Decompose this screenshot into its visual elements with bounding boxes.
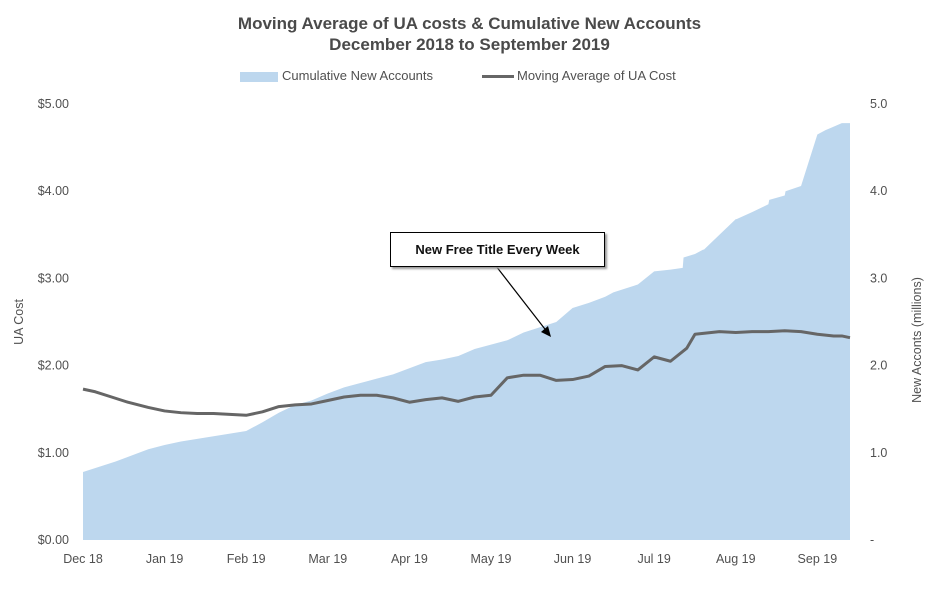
x-tick-label: Sep 19 (798, 552, 838, 566)
y2-tick-label: 3.0 (870, 271, 887, 285)
legend-swatch-ua-cost (482, 75, 514, 79)
line-layer (82, 329, 851, 417)
chart-subtitle: December 2018 to September 2019 (329, 35, 610, 54)
x-tick-label: Aug 19 (716, 552, 756, 566)
annotation-box: New Free Title Every Week (390, 232, 605, 267)
legend-label-ua-cost: Moving Average of UA Cost (517, 68, 676, 83)
x-tick-label: Jun 19 (554, 552, 592, 566)
x-tick-label: Dec 18 (63, 552, 103, 566)
y2-tick-label: 4.0 (870, 184, 887, 198)
y2-axis-title: New Acconts (millions) (910, 277, 924, 403)
y-axis-title: UA Cost (12, 299, 26, 345)
annotation-layer (495, 265, 551, 337)
y2-tick-label: 2.0 (870, 359, 887, 373)
area-layer (83, 123, 850, 541)
series-area-cumulative-accounts (83, 123, 850, 541)
chart-title: Moving Average of UA costs & Cumulative … (237, 14, 702, 33)
x-tick-label: Jan 19 (146, 552, 184, 566)
legend-label-accounts: Cumulative New Accounts (282, 68, 434, 83)
y-tick-label: $0.00 (38, 533, 69, 547)
annotation-arrow-shaft (495, 265, 549, 334)
x-tick-label: Jul 19 (637, 552, 670, 566)
y-tick-label: $3.00 (38, 271, 69, 285)
series-line-ua-cost (82, 329, 851, 417)
y-tick-label: $2.00 (38, 359, 69, 373)
y-tick-label: $1.00 (38, 446, 69, 460)
y-tick-label: $5.00 (38, 97, 69, 111)
y2-tick-label: - (870, 533, 874, 547)
y2-tick-label: 5.0 (870, 97, 887, 111)
tick-layer: $0.00 $1.00 $2.00 $3.00 $4.00 $5.00 - 1.0 2.0 3.0… (38, 97, 888, 566)
x-tick-label: Mar 19 (308, 552, 347, 566)
legend-item-ua-cost: Moving Average of UA Cost (482, 68, 676, 83)
x-tick-label: Feb 19 (227, 552, 266, 566)
x-tick-label: May 19 (470, 552, 511, 566)
legend-item-accounts: Cumulative New Accounts (240, 68, 433, 83)
legend-swatch-accounts (240, 71, 278, 82)
annotation-arrow-head (541, 326, 551, 337)
y2-tick-label: 1.0 (870, 446, 887, 460)
y-tick-label: $4.00 (38, 184, 69, 198)
x-tick-label: Apr 19 (391, 552, 428, 566)
